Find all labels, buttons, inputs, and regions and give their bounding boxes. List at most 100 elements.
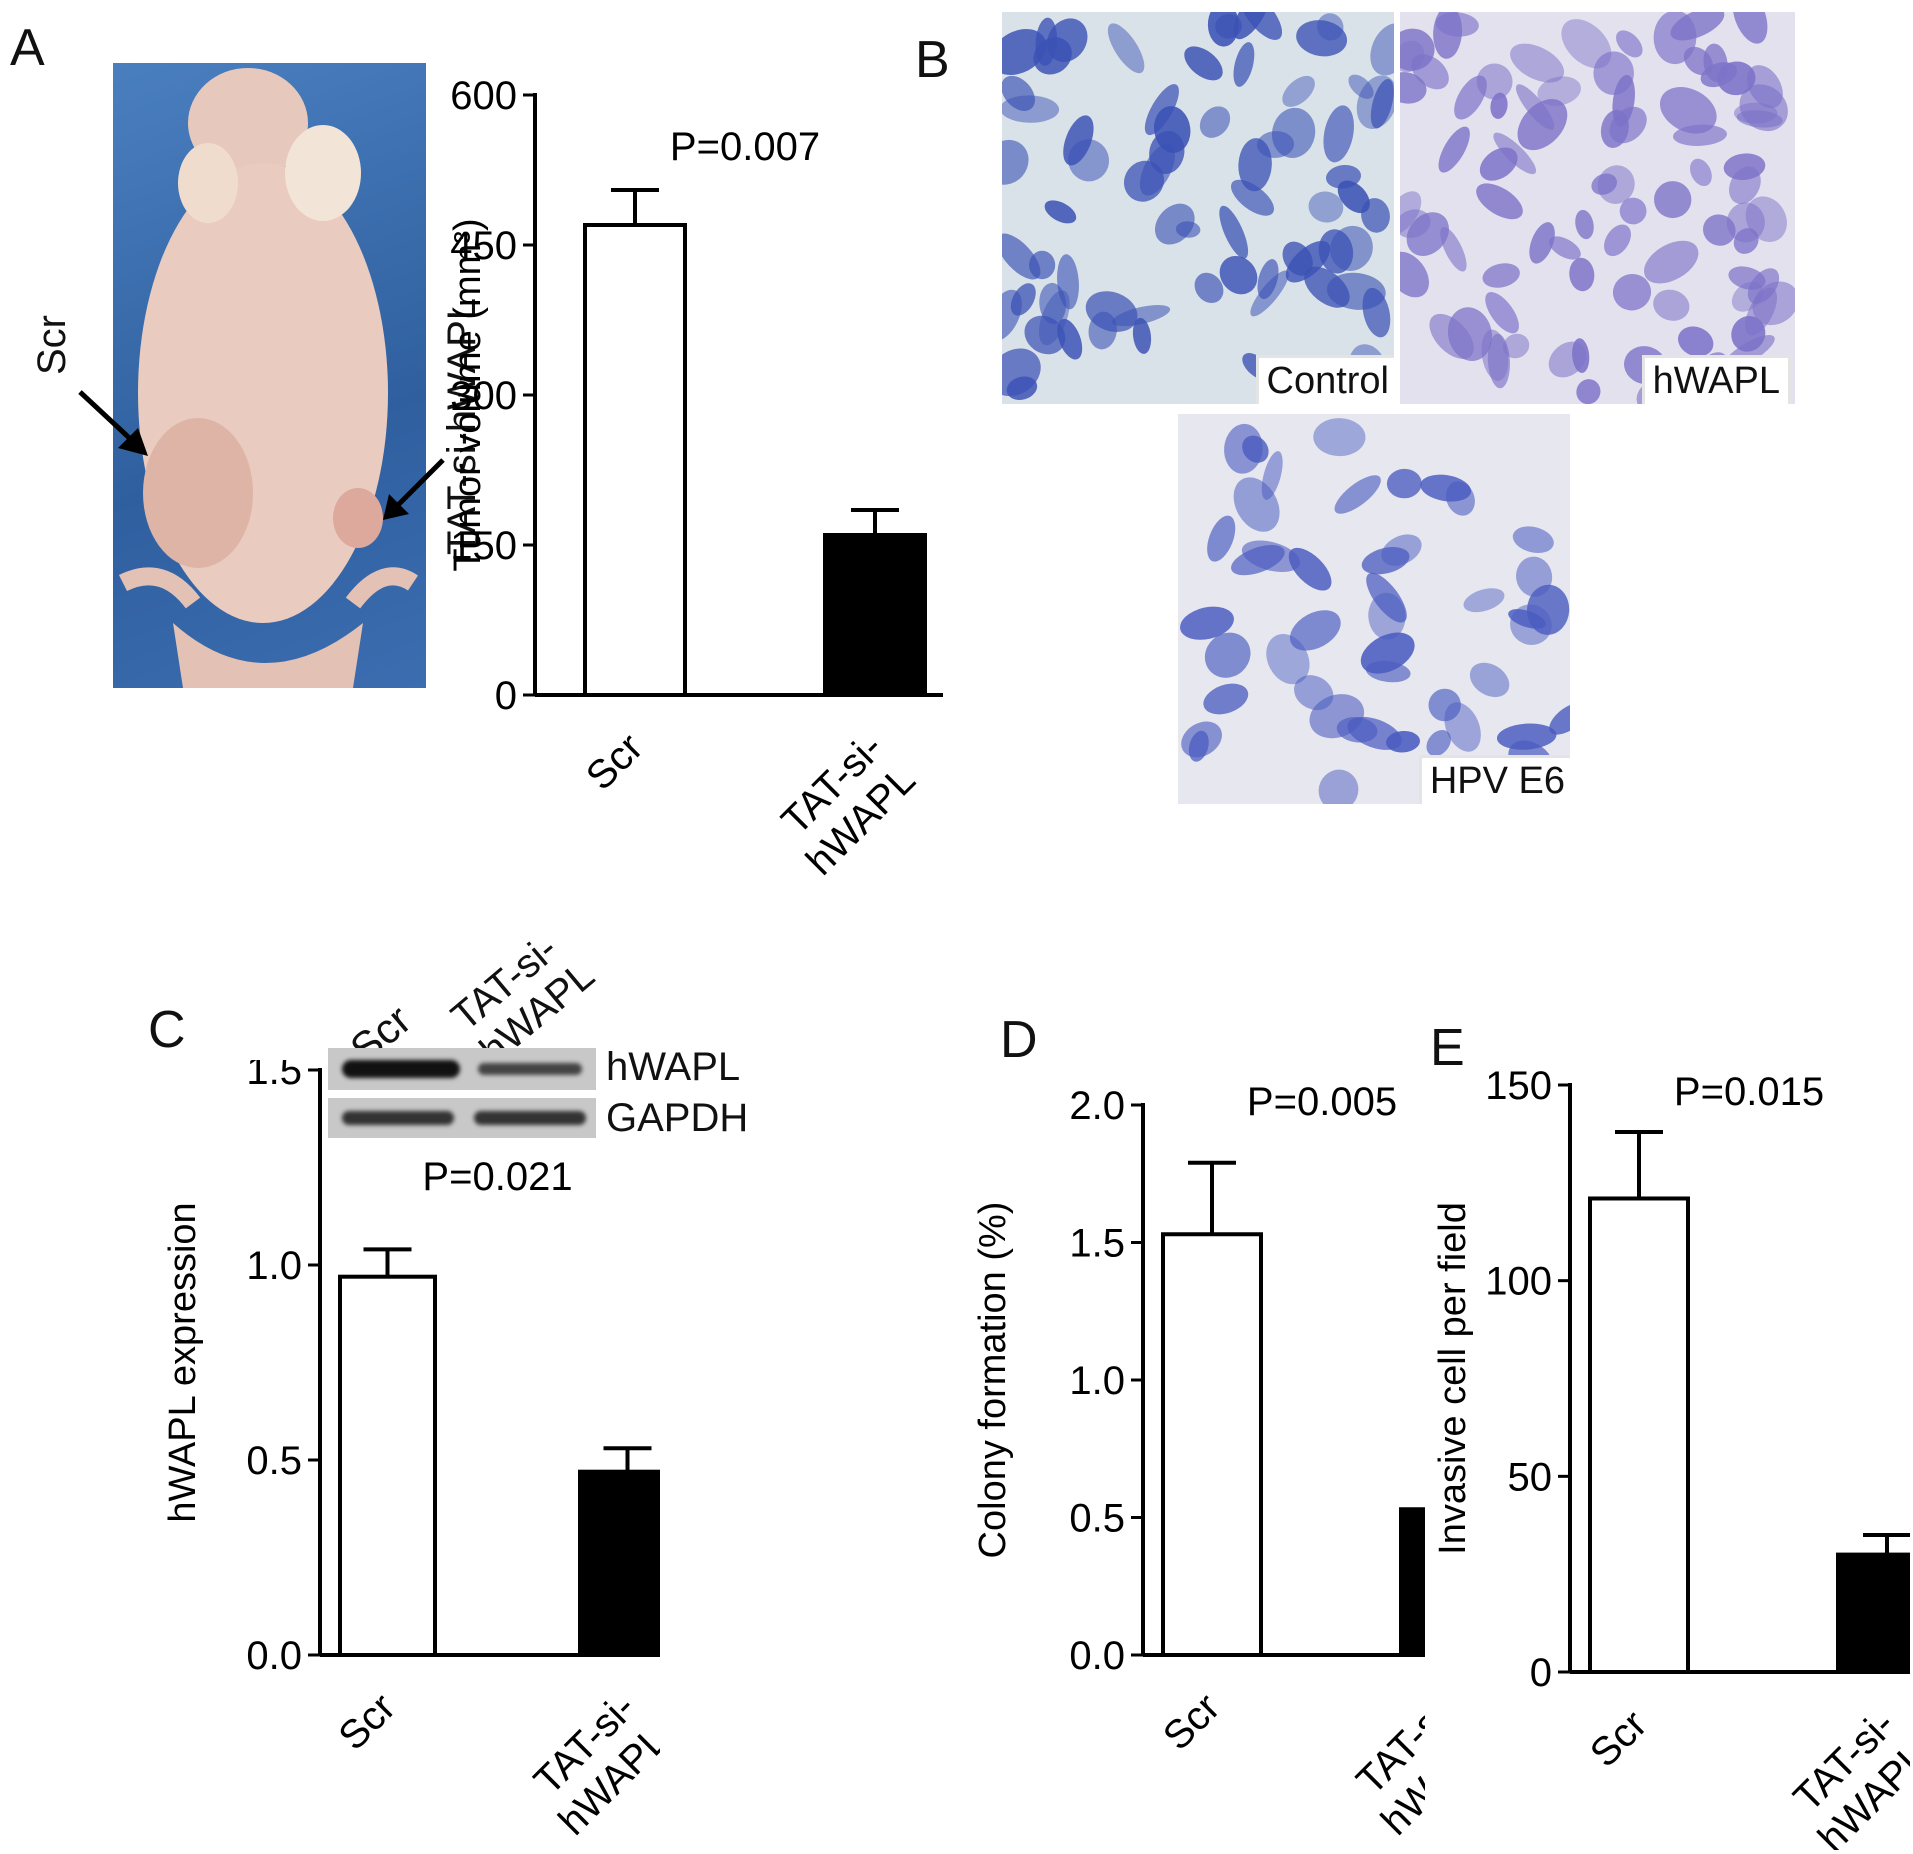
cell-nucleus bbox=[1323, 105, 1354, 163]
cell-nucleus bbox=[1002, 348, 1041, 397]
cell-nucleus bbox=[1381, 534, 1422, 566]
cell-nucleus bbox=[1400, 251, 1429, 298]
cell-nucleus bbox=[1689, 158, 1712, 187]
cell-nucleus bbox=[1356, 75, 1394, 129]
cell-nucleus bbox=[1199, 106, 1231, 138]
chart-d-bar bbox=[1399, 1507, 1425, 1657]
cell-nucleus bbox=[1411, 54, 1449, 90]
cell-nucleus bbox=[1485, 292, 1519, 334]
cell-nucleus bbox=[1184, 46, 1223, 81]
cell-nucleus bbox=[1002, 75, 1035, 111]
cell-nucleus bbox=[1362, 287, 1391, 338]
chart-d-category-label: Scr bbox=[1155, 1685, 1229, 1759]
cell-nucleus bbox=[1435, 12, 1479, 37]
cell-nucleus bbox=[1337, 180, 1370, 214]
micrograph-control: Control bbox=[1002, 12, 1394, 404]
chart-a-bar bbox=[823, 533, 927, 697]
cell-nucleus bbox=[1386, 730, 1420, 753]
chart-e-pvalue: P=0.015 bbox=[1674, 1070, 1824, 1114]
cell-nucleus bbox=[1288, 547, 1332, 591]
cell-nucleus bbox=[1400, 191, 1422, 235]
band-hwapl-scr bbox=[342, 1060, 460, 1078]
chart-e-bar bbox=[1588, 1196, 1690, 1674]
cell-nucleus bbox=[1348, 74, 1374, 99]
cell-nucleus bbox=[1517, 99, 1568, 151]
cell-nucleus bbox=[1181, 721, 1223, 758]
arrow-label-scr: Scr bbox=[30, 315, 74, 375]
mouse-photo bbox=[113, 63, 426, 688]
cell-nucleus bbox=[1591, 173, 1618, 195]
cell-nucleus bbox=[1240, 12, 1283, 40]
cell-nucleus bbox=[1002, 29, 1047, 75]
chart-a-category-label-line: Scr bbox=[578, 725, 652, 799]
cell-nucleus bbox=[1224, 423, 1263, 474]
cell-nucleus bbox=[1600, 109, 1629, 148]
cell-nucleus bbox=[1549, 702, 1570, 735]
chart-d-category-label: TAT-si-hWAPL bbox=[1340, 1685, 1425, 1843]
cell-nucleus bbox=[1659, 87, 1717, 134]
cell-nucleus bbox=[1438, 126, 1470, 173]
cell-nucleus bbox=[1068, 139, 1110, 182]
cell-nucleus bbox=[1261, 451, 1283, 500]
cell-nucleus bbox=[1745, 196, 1787, 243]
cell-nucleus bbox=[1219, 205, 1249, 259]
cell-nucleus bbox=[1616, 30, 1643, 58]
cell-nucleus bbox=[1677, 326, 1714, 357]
cell-nucleus bbox=[1057, 254, 1079, 310]
cell-nucleus bbox=[1516, 556, 1553, 597]
cell-nucleus bbox=[1366, 572, 1407, 623]
blot-label-hwapl: hWAPL bbox=[606, 1045, 741, 1089]
cell-nucleus bbox=[1729, 166, 1761, 205]
chart-a-ylabel: Tumor volume (mm³) bbox=[447, 218, 489, 571]
chart-a-pvalue: P=0.007 bbox=[670, 125, 820, 169]
cell-nucleus bbox=[1334, 475, 1381, 514]
cell-nucleus bbox=[1044, 200, 1077, 224]
chart-c-ylabel: hWAPL expression bbox=[162, 1202, 204, 1522]
blot-strip-hwapl bbox=[328, 1048, 596, 1090]
cell-nucleus bbox=[1476, 63, 1513, 100]
cell-nucleus bbox=[1175, 221, 1201, 238]
cell-nucleus bbox=[1033, 37, 1072, 75]
cell-nucleus bbox=[1002, 289, 1022, 341]
micrograph-label-control: Control bbox=[1255, 355, 1394, 404]
cell-nucleus bbox=[1643, 240, 1699, 284]
cell-nucleus bbox=[1282, 241, 1313, 276]
cell-nucleus bbox=[1426, 729, 1451, 757]
chart-c-category-label-line: Scr bbox=[330, 1685, 404, 1759]
cell-nucleus bbox=[1576, 379, 1601, 404]
cell-nucleus bbox=[1482, 263, 1520, 288]
cell-nucleus bbox=[1271, 107, 1316, 158]
cell-nucleus bbox=[1429, 313, 1474, 359]
cell-nucleus bbox=[1282, 75, 1315, 107]
cell-nucleus bbox=[1619, 197, 1647, 225]
chart-a-category-label: TAT-si-hWAPL bbox=[765, 725, 923, 880]
cell-nucleus bbox=[1469, 662, 1510, 698]
cell-nucleus bbox=[1296, 20, 1348, 57]
cell-nucleus bbox=[1496, 723, 1557, 750]
cell-nucleus bbox=[1493, 132, 1537, 175]
panel-letter-a: A bbox=[10, 19, 45, 77]
cell-nucleus bbox=[1732, 12, 1768, 44]
cell-nucleus bbox=[1548, 341, 1587, 378]
cell-nucleus bbox=[1510, 43, 1565, 83]
blot-label-gapdh: GAPDH bbox=[606, 1096, 749, 1140]
chart-d-bar bbox=[1161, 1232, 1263, 1657]
cell-nucleus bbox=[1153, 106, 1191, 153]
chart-d-ytick-label: 0.5 bbox=[1069, 1497, 1125, 1541]
chart-c-bar bbox=[338, 1274, 437, 1657]
cell-nucleus bbox=[1653, 12, 1697, 65]
chart-c-ytick-label: 1.5 bbox=[246, 1060, 302, 1093]
cell-nucleus bbox=[1308, 191, 1344, 223]
cell-nucleus bbox=[1575, 209, 1594, 240]
cell-nucleus bbox=[1370, 23, 1394, 76]
chart-a-ytick-label: 300 bbox=[450, 374, 517, 418]
cell-nucleus bbox=[1386, 468, 1422, 499]
cell-nucleus bbox=[1444, 702, 1481, 752]
cell-nucleus bbox=[1194, 272, 1224, 303]
micrograph-control-cells bbox=[1002, 12, 1394, 400]
cell-nucleus bbox=[1294, 675, 1334, 711]
cell-nucleus bbox=[1233, 42, 1255, 87]
chart-c-category-label: TAT-si-hWAPL bbox=[518, 1685, 660, 1843]
cell-nucleus bbox=[1476, 183, 1523, 220]
cell-nucleus bbox=[1512, 526, 1554, 554]
